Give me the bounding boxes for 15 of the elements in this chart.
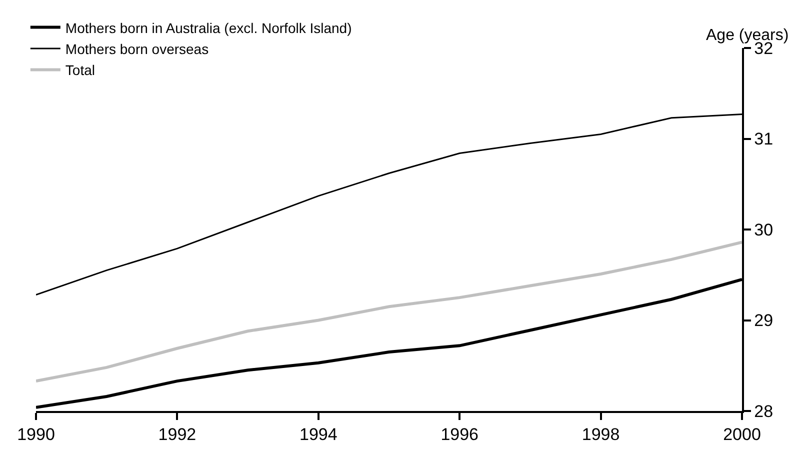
x-tick-label: 1998 (582, 425, 620, 444)
y-tick-label: 30 (754, 220, 774, 240)
x-tick-label: 1996 (440, 425, 479, 444)
legend-label: Total (65, 62, 95, 78)
line-series (36, 240, 742, 383)
x-tick-label: 1990 (17, 425, 55, 444)
y-axis-title: Age (years) (706, 27, 789, 44)
legend-label: Mothers born overseas (65, 40, 209, 57)
y-tick-label: 28 (754, 402, 774, 421)
x-tick-label: 2000 (723, 425, 761, 444)
x-tick-label: 1992 (158, 425, 196, 444)
y-tick-label: 31 (754, 130, 774, 149)
y-tick-label: 29 (754, 311, 774, 330)
legend-label: Mothers born in Australia (excl. Norfolk Island) (65, 20, 352, 36)
x-tick-label: 1994 (299, 425, 338, 444)
